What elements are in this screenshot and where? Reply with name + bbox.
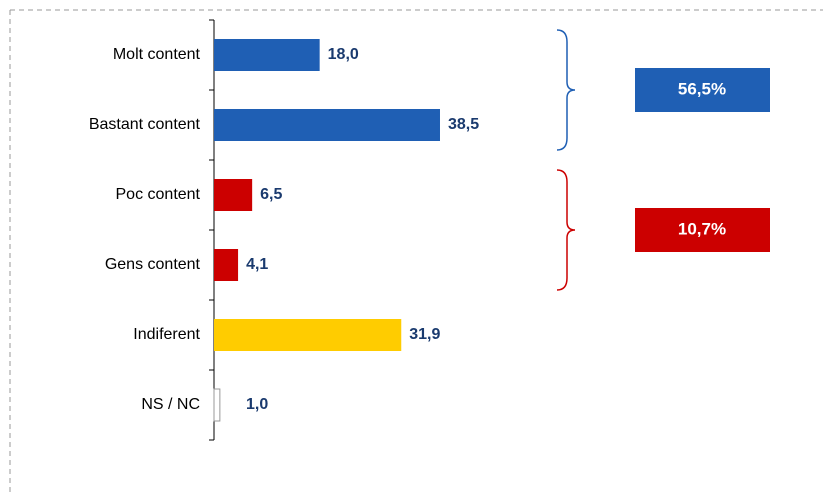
category-label: Bastant content [89, 116, 201, 133]
value-label: 38,5 [448, 116, 479, 133]
group-label: 56,5% [678, 79, 726, 98]
bar [214, 109, 440, 141]
value-label: 18,0 [328, 46, 359, 63]
bar [214, 179, 253, 211]
bar [214, 319, 402, 351]
value-label: 6,5 [260, 186, 282, 203]
value-label: 1,0 [246, 396, 268, 413]
category-label: Indiferent [133, 326, 200, 343]
category-label: Gens content [105, 256, 201, 273]
group-bracket [556, 29, 576, 151]
category-label: NS / NC [141, 396, 200, 413]
bar [214, 39, 320, 71]
bar [214, 249, 239, 281]
value-label: 4,1 [246, 256, 268, 273]
category-label: Poc content [116, 186, 201, 203]
group-bracket [556, 169, 576, 291]
group-box [635, 68, 770, 112]
category-label: Molt content [113, 46, 201, 63]
bar [213, 388, 221, 422]
group-label: 10,7% [678, 219, 726, 238]
value-label: 31,9 [409, 326, 440, 343]
group-box [635, 208, 770, 252]
